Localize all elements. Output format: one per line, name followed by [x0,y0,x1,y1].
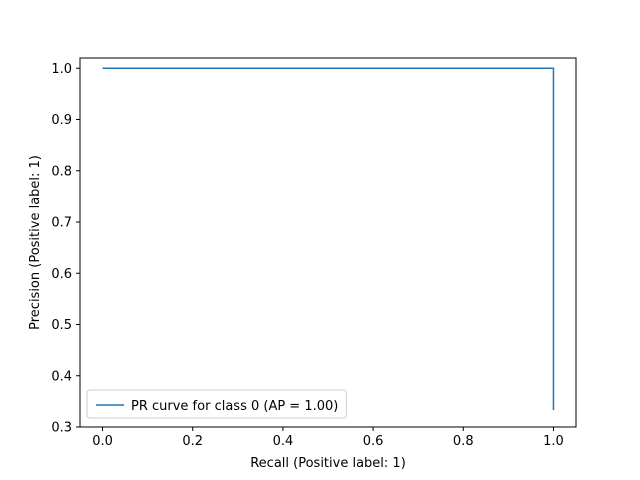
x-tick-label: 0.2 [182,434,203,449]
y-tick-label: 0.5 [51,318,72,333]
pr-curve-line [102,67,555,411]
y-tick-label: 0.8 [51,164,72,179]
x-tick-label: 0.0 [92,434,113,449]
plot-area [102,67,555,411]
legend-label: PR curve for class 0 (AP = 1.00) [131,399,338,414]
x-axis-ticks: 0.0 0.2 0.4 0.6 0.8 1.0 [92,427,564,449]
x-axis-label: Recall (Positive label: 1) [250,456,406,471]
y-tick-label: 0.7 [51,216,72,231]
legend: PR curve for class 0 (AP = 1.00) [86,389,347,419]
y-tick-label: 1.0 [51,62,72,77]
y-tick-label: 0.3 [51,421,72,436]
x-tick-label: 0.4 [273,434,294,449]
x-tick-label: 0.6 [363,434,384,449]
y-axis-ticks: 0.3 0.4 0.5 0.6 0.7 0.8 0.9 1.0 [51,62,80,436]
axes-frame [79,57,577,428]
y-axis-label: Precision (Positive label: 1) [28,155,43,330]
y-tick-label: 0.4 [51,369,72,384]
y-tick-label: 0.6 [51,267,72,282]
x-tick-label: 0.8 [453,434,474,449]
legend-box [86,389,347,419]
y-tick-label: 0.9 [51,113,72,128]
x-tick-label: 1.0 [543,434,564,449]
